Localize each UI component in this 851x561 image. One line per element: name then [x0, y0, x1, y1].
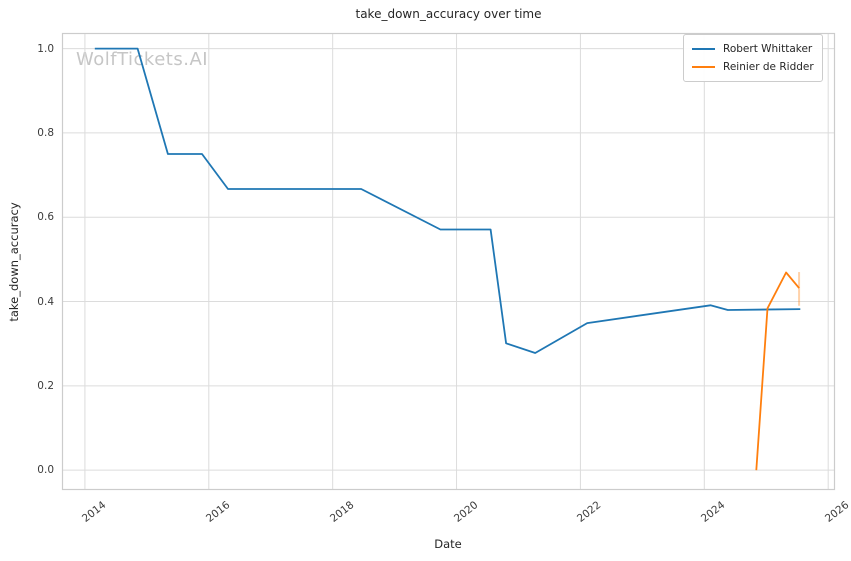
legend-label: Reinier de Ridder [723, 61, 814, 73]
legend-label: Robert Whittaker [723, 43, 813, 55]
legend-line-swatch [692, 66, 715, 68]
plot-border [61, 32, 836, 491]
series-line-robert-whittaker [94, 47, 801, 354]
legend-line-swatch [692, 48, 715, 50]
legend-entry-reinier-de-ridder: Reinier de Ridder [692, 58, 814, 76]
x-axis-label: Date [434, 537, 462, 551]
legend: Robert Whittaker Reinier de Ridder [683, 34, 823, 82]
y-tick-0.8: 0.8 [37, 126, 54, 139]
y-tick-0.2: 0.2 [37, 379, 54, 392]
legend-entry-robert-whittaker: Robert Whittaker [692, 40, 814, 58]
chart-title: take_down_accuracy over time [355, 7, 542, 21]
y-tick-1.0: 1.0 [37, 42, 54, 55]
watermark: WolfTickets.AI [76, 49, 209, 70]
series-line-reinier-de-ridder [755, 271, 800, 471]
y-tick-0.0: 0.0 [37, 464, 54, 477]
y-tick-0.6: 0.6 [37, 211, 54, 224]
y-tick-0.4: 0.4 [37, 295, 54, 308]
